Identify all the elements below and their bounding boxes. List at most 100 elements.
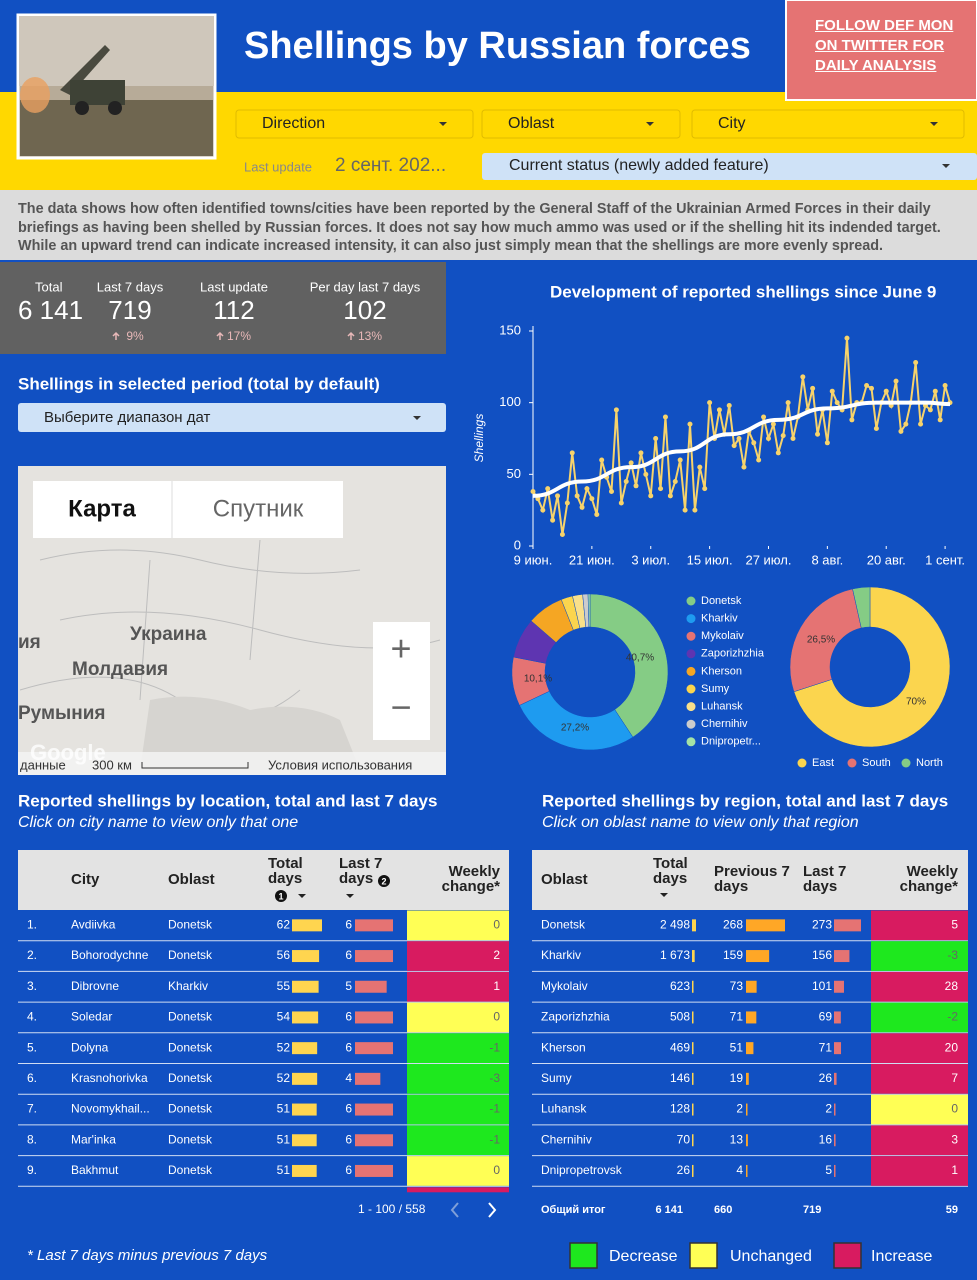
dropdown-arrow	[646, 122, 654, 126]
oblast-name[interactable]: Mykolaiv	[541, 979, 588, 993]
point	[618, 500, 624, 506]
point	[790, 436, 796, 441]
follow-box[interactable]	[785, 0, 977, 101]
point	[564, 500, 570, 506]
date-picker[interactable]	[18, 403, 446, 432]
last7-value: 5	[825, 1163, 832, 1177]
map-tabs[interactable]	[33, 481, 343, 538]
point	[741, 464, 747, 470]
city-name[interactable]: Dolyna	[71, 1040, 109, 1054]
oblast-name[interactable]: Luhansk	[541, 1102, 587, 1116]
city-name[interactable]: Mar'inka	[71, 1132, 116, 1146]
total-value: 128	[670, 1102, 690, 1116]
oblast-name[interactable]: Donetsk	[541, 918, 586, 932]
city-name[interactable]: Krasnohorivka	[71, 1071, 148, 1085]
filter-oblast[interactable]	[481, 109, 681, 139]
total-value: 146	[670, 1071, 690, 1085]
column-header: Last 7 days	[339, 855, 383, 887]
last7-bar	[834, 1103, 836, 1116]
oblast-name[interactable]: Kharkiv	[541, 948, 581, 962]
city-table-header	[18, 850, 509, 910]
status-filter[interactable]	[482, 153, 977, 180]
title: Shellings by Russian forces	[244, 25, 751, 67]
legend-swatch	[686, 702, 696, 712]
point	[594, 511, 600, 517]
oblast-name[interactable]: Kherson	[541, 1040, 586, 1054]
city-name[interactable]: Bohorodychne	[71, 948, 149, 962]
city-name[interactable]: Dibrovne	[71, 979, 119, 993]
previous-value: 4	[736, 1163, 743, 1177]
filter-direction[interactable]	[235, 109, 474, 139]
point	[780, 433, 786, 439]
previous-value: 2	[736, 1102, 743, 1116]
last7-value: 6	[345, 1163, 352, 1177]
zoom-out: −	[390, 687, 411, 728]
next-page[interactable]	[488, 1202, 497, 1218]
oblast-name[interactable]: Chernihiv	[541, 1132, 592, 1146]
city-name[interactable]: Soledar	[71, 1010, 112, 1024]
follow-link[interactable]: FOLLOW DEF MON ON TWITTER FOR DAILY ANAL…	[815, 17, 954, 74]
previous-bar	[746, 980, 757, 993]
totals-last7: 719	[803, 1204, 821, 1216]
y-tick-label: 100	[499, 394, 521, 409]
pager: 1 - 100 / 558	[358, 1202, 426, 1216]
prev-page[interactable]	[450, 1202, 459, 1218]
note-number: 2	[381, 876, 386, 886]
x-tick-label: 8 авг.	[811, 552, 843, 567]
city-name[interactable]: Novomykhail...	[71, 1102, 150, 1116]
oblast-name[interactable]: Zaporizhzhia	[541, 1010, 610, 1024]
last7-bar	[834, 1164, 836, 1177]
column-header: Oblast	[541, 871, 588, 888]
legend-label: North	[916, 757, 943, 769]
last7-bar	[355, 1103, 393, 1116]
up-arrow	[112, 331, 120, 340]
column-header: City	[71, 871, 100, 888]
filter-city[interactable]	[691, 109, 965, 139]
oblast-name[interactable]: Dnipropetrovsk	[541, 1163, 623, 1177]
total-bar	[692, 1042, 694, 1055]
point	[873, 425, 879, 431]
status-filter-label: Current status (newly added feature)	[509, 157, 769, 174]
oblast-name[interactable]: Sumy	[541, 1071, 572, 1085]
description-band	[0, 190, 977, 260]
total-value: 623	[670, 979, 690, 993]
point	[937, 417, 943, 423]
change-value: -1	[489, 1102, 500, 1116]
map-footer-text: 300 км	[92, 757, 132, 772]
total-bar	[292, 1103, 317, 1116]
x-tick-label: 20 авг.	[867, 552, 906, 567]
legend-label: Decrease	[609, 1248, 678, 1265]
last7-bar	[834, 980, 844, 993]
legend-label: South	[862, 757, 891, 769]
x-tick-label: 9 июн.	[514, 552, 553, 567]
up-arrow	[216, 331, 224, 340]
legend-swatch	[689, 1242, 718, 1269]
point	[643, 471, 649, 477]
total-value: 508	[670, 1010, 690, 1024]
totals-label: Общий итог	[541, 1204, 606, 1216]
city-name[interactable]: Bakhmut	[71, 1163, 119, 1177]
kpi-band	[0, 262, 446, 354]
point	[672, 479, 678, 484]
total-value: 2 498	[660, 918, 690, 932]
kpi-value: 6 141	[18, 295, 83, 325]
kpi-change: 17%	[227, 329, 251, 343]
city-name[interactable]: Avdiivka	[71, 918, 116, 932]
legend-swatch	[686, 631, 696, 641]
change-value: -3	[489, 1071, 500, 1085]
column-header: Previous 7 days	[714, 863, 790, 895]
point	[545, 486, 551, 492]
map-place: Румыния	[18, 703, 106, 724]
previous-value: 73	[730, 979, 744, 993]
totals-change: 59	[946, 1204, 958, 1216]
zoom-control[interactable]	[373, 622, 430, 740]
point	[849, 417, 855, 423]
dropdown-arrow	[439, 122, 447, 126]
change-value: 1	[951, 1163, 958, 1177]
point	[682, 507, 688, 513]
last7-bar	[355, 919, 393, 932]
map-footer-text: данные	[20, 757, 66, 772]
kpi-label: Last 7 days	[97, 279, 164, 294]
filter-label: Oblast	[508, 115, 555, 132]
last7-value: 6	[345, 1102, 352, 1116]
